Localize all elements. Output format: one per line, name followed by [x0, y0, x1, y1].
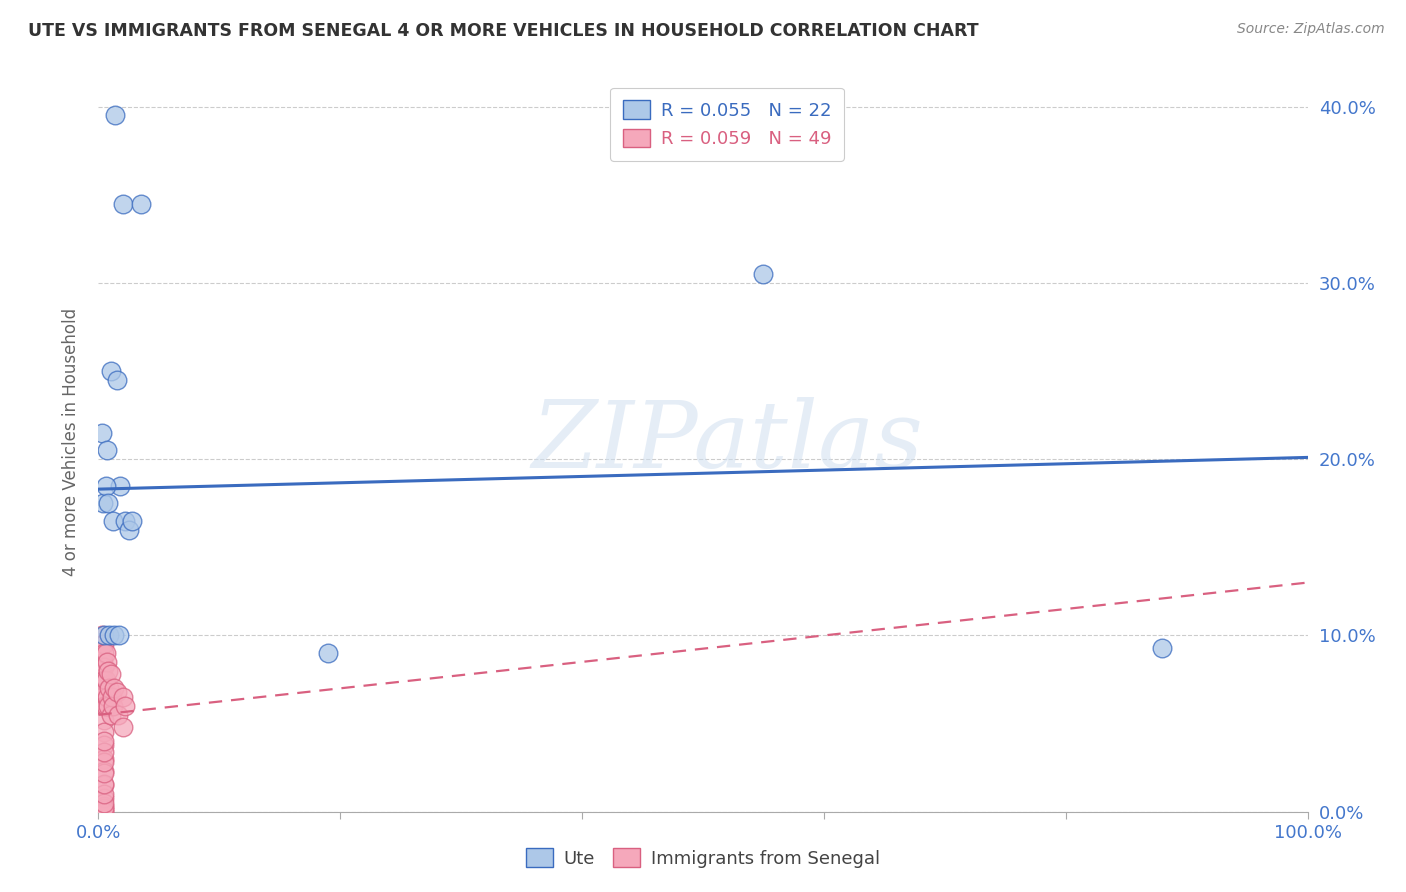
Point [97, 698, 120, 713]
Point [107, 707, 129, 722]
Y-axis label: 4 or more Vehicles in Household: 4 or more Vehicles in Household [62, 308, 80, 575]
Point [93, 764, 115, 779]
Point [91, 664, 114, 678]
Point [93, 738, 115, 752]
Point [111, 196, 134, 211]
Point [118, 523, 141, 537]
Point [121, 514, 143, 528]
Point [94, 673, 117, 687]
Point [103, 628, 125, 642]
Point [111, 720, 134, 734]
Point [104, 108, 127, 122]
Point [105, 685, 128, 699]
Point [91, 673, 114, 687]
Point [96, 443, 118, 458]
Point [96, 690, 118, 705]
Point [91, 637, 114, 651]
Point [91, 655, 114, 669]
Point [94, 646, 117, 660]
Point [93, 637, 115, 651]
Point [103, 681, 125, 696]
Point [91, 425, 114, 440]
Point [93, 734, 115, 748]
Point [93, 787, 115, 801]
Point [93, 805, 115, 819]
Point [93, 685, 115, 699]
Point [752, 267, 775, 281]
Point [91, 690, 114, 705]
Point [100, 707, 122, 722]
Point [98, 628, 121, 642]
Text: ZIPatlas: ZIPatlas [531, 397, 924, 486]
Point [93, 725, 115, 739]
Point [93, 766, 115, 780]
Point [93, 778, 115, 792]
Point [93, 628, 115, 642]
Point [93, 801, 115, 815]
Point [108, 628, 131, 642]
Legend: Ute, Immigrants from Senegal: Ute, Immigrants from Senegal [517, 839, 889, 877]
Point [98, 681, 121, 696]
Point [114, 698, 136, 713]
Point [91, 628, 114, 642]
Point [94, 698, 117, 713]
Point [93, 646, 115, 660]
Point [100, 364, 122, 378]
Point [129, 196, 152, 211]
Point [93, 745, 115, 759]
Point [94, 478, 117, 492]
Point [111, 690, 134, 705]
Point [316, 646, 339, 660]
Point [93, 790, 115, 805]
Point [114, 514, 136, 528]
Point [93, 673, 115, 687]
Point [93, 756, 115, 770]
Point [108, 478, 131, 492]
Point [105, 373, 128, 387]
Point [93, 752, 115, 766]
Text: Source: ZipAtlas.com: Source: ZipAtlas.com [1237, 22, 1385, 37]
Point [93, 799, 115, 814]
Point [97, 664, 120, 678]
Point [93, 660, 115, 674]
Point [91, 496, 114, 510]
Point [101, 514, 124, 528]
Point [93, 698, 115, 713]
Point [93, 803, 115, 817]
Point [91, 698, 114, 713]
Point [93, 796, 115, 810]
Point [1152, 640, 1174, 655]
Point [101, 698, 124, 713]
Point [100, 667, 122, 681]
Point [100, 690, 122, 705]
Point [93, 713, 115, 727]
Point [97, 496, 120, 510]
Point [96, 655, 118, 669]
Point [93, 776, 115, 790]
Text: UTE VS IMMIGRANTS FROM SENEGAL 4 OR MORE VEHICLES IN HOUSEHOLD CORRELATION CHART: UTE VS IMMIGRANTS FROM SENEGAL 4 OR MORE… [28, 22, 979, 40]
